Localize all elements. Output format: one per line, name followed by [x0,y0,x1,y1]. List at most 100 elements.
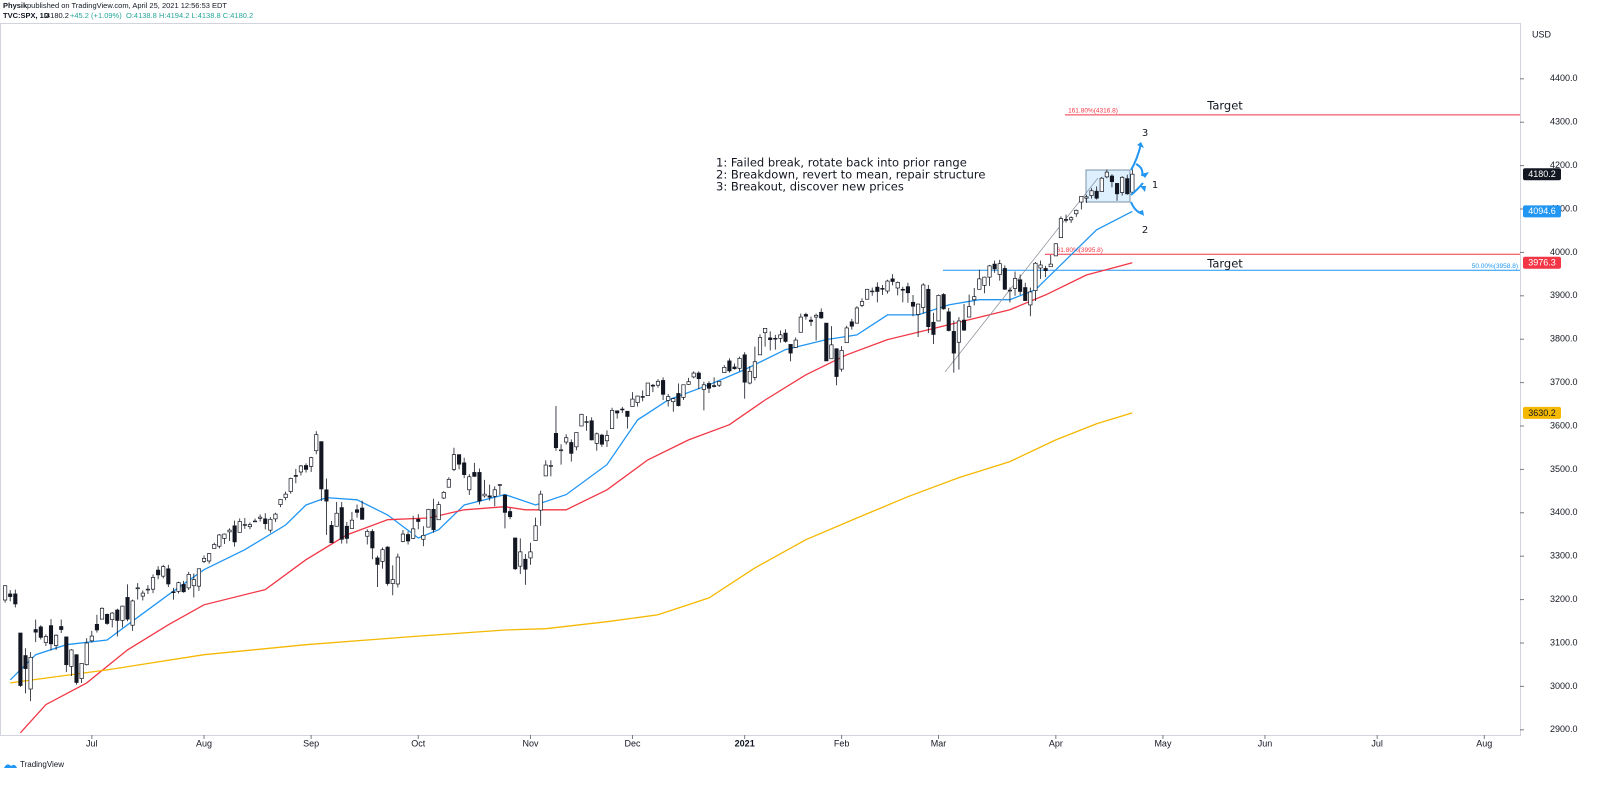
candle-body [23,655,28,669]
price-label-box [1523,168,1561,181]
candle-body [513,537,518,570]
candle-body [936,295,941,322]
candle-body [768,337,773,340]
candle-body [446,479,451,488]
candle-body [808,319,814,322]
y-tick-label: 3300.0 [1550,551,1578,561]
candle-body [574,432,579,448]
candle-body [3,585,8,601]
candle-body [1120,176,1125,193]
candle-body [426,508,431,528]
y-tick-label: 4300.0 [1550,117,1578,127]
candle-body [201,558,207,562]
candle-body [778,334,783,339]
y-tick-label: 3800.0 [1550,334,1578,344]
candle-body [910,301,916,307]
candle-body [824,322,829,362]
level-label: 161.80%(3995.8) [1053,247,1103,254]
candle-body [615,410,620,414]
candle-body [365,531,370,537]
candle-body [319,441,324,490]
y-tick-label: 4000.0 [1550,247,1578,257]
y-tick-label: 2900.0 [1550,724,1578,734]
candle-body [1002,268,1007,290]
candle-body [666,396,671,401]
candle-body [559,449,564,452]
candle-body [18,632,23,686]
candle-body [298,465,303,473]
x-tick-label: Oct [411,738,426,748]
price-label-box [1523,256,1561,269]
candle-body [222,533,227,539]
x-tick-label: May [1154,738,1172,748]
candle-body [548,465,553,467]
candle-body [681,384,686,398]
candle-body [671,398,676,403]
candle-body [686,381,691,385]
candle-body [961,319,967,331]
candle-body [645,382,650,396]
candle-body [354,509,360,513]
scenario-arrow [1130,182,1144,196]
candle-body [997,263,1002,275]
candle-body [717,380,722,386]
trend-line [944,177,1099,373]
note: 3: Breakout, discover new prices [716,180,904,194]
candle-body [145,588,150,591]
candle-body [303,465,309,470]
y-tick-label: 3900.0 [1550,290,1578,300]
published: published on TradingView.com, April 25, … [27,1,227,10]
scenario-arrow [1130,143,1142,171]
candle-body [1007,289,1012,292]
candle-body [564,437,569,443]
candle-body [375,557,380,565]
candle-body [752,361,757,378]
candle-body [803,314,808,317]
candle-body [1012,278,1018,289]
x-tick-label: Aug [1476,738,1492,748]
candle-body [314,434,319,452]
price-label-box [1523,205,1561,218]
candle-body [696,372,701,380]
candle-body [13,593,18,605]
price-label: 4094.6 [1528,206,1556,216]
candle-body [38,626,43,638]
candle-body [156,569,161,576]
candle-body [829,344,834,360]
candle-body [74,654,79,683]
candle-body [579,413,584,427]
candle-body [84,642,89,666]
candle-body [462,462,467,475]
candle-body [242,524,247,526]
candle-body [176,582,181,592]
candle-body [115,609,120,621]
candle-body [237,521,242,533]
candle-body [1114,183,1120,195]
candle-body [309,457,314,467]
last-price: 4180.2 [46,11,69,20]
candle-body [497,484,502,486]
candle-body [247,524,252,528]
candle-body [406,534,411,542]
ohlc: O:4138.8 H:4194.2 L:4138.8 C:4180.2 [126,11,253,20]
candle-body [166,568,171,585]
price-label: 3976.3 [1528,258,1556,268]
candle-body [890,278,895,282]
candle-body [293,475,298,477]
candle-body [676,393,681,406]
candle-body [482,493,487,497]
candle-body [900,288,905,291]
candle-body [150,577,156,590]
candle-body [844,327,849,344]
candle-body [502,494,508,513]
candle-body [722,367,727,373]
candle-body [1130,173,1135,193]
candle-body [518,551,523,567]
candle-body [69,649,74,667]
candle-body [885,280,890,292]
candle-body [1109,175,1114,183]
candle-body [64,636,69,666]
candle-body [1053,243,1058,257]
